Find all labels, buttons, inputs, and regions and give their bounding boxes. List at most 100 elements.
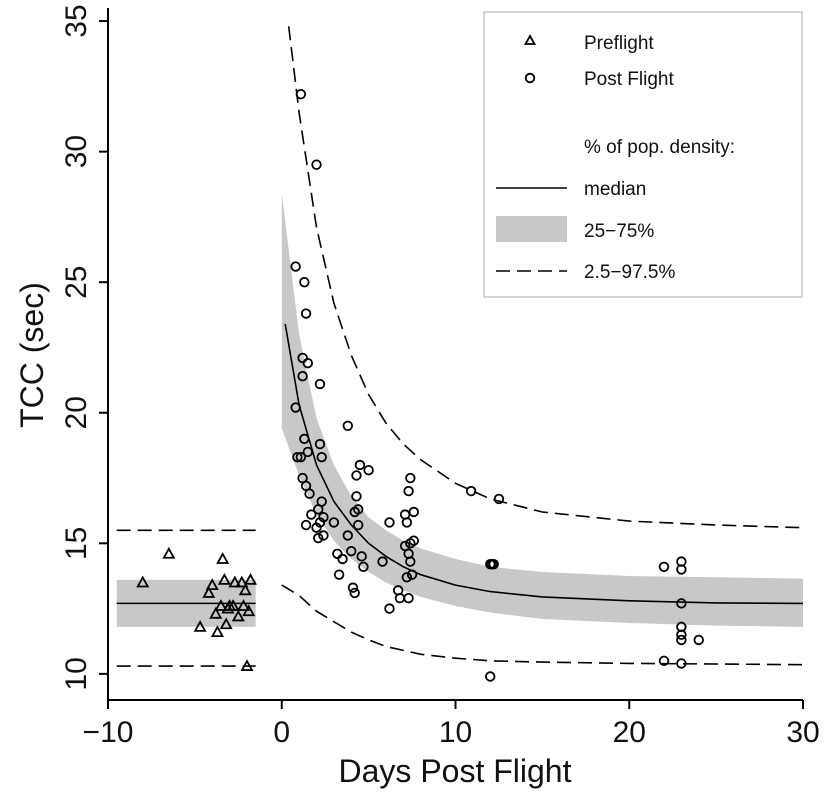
postflight-point	[337, 553, 348, 565]
preflight-point	[238, 583, 252, 596]
postflight-point	[676, 629, 687, 640]
y-tick-label: 20	[60, 396, 93, 429]
postflight-point	[676, 658, 687, 669]
postflight-point	[353, 504, 364, 515]
postflight-point	[408, 535, 420, 546]
preflight-point	[231, 609, 245, 622]
postflight-point	[403, 592, 414, 604]
x-tick-label: 30	[786, 716, 819, 749]
postflight-point	[405, 556, 416, 567]
legend-box	[483, 11, 803, 298]
postflight-point	[300, 519, 312, 531]
data-points	[136, 88, 704, 682]
postflight-point	[297, 352, 308, 364]
postflight-point	[328, 517, 340, 528]
postflight-point	[403, 485, 414, 497]
postflight-97-5-curve	[287, 26, 804, 529]
postflight-point	[299, 433, 310, 445]
postflight-point	[297, 370, 308, 382]
y-tick-label: 35	[60, 4, 93, 37]
postflight-point	[408, 506, 420, 518]
density-lines	[116, 26, 804, 667]
y-axis-title: TCC (sec)	[14, 282, 50, 428]
preflight-point	[242, 604, 256, 617]
postflight-point	[401, 517, 413, 528]
preflight-point	[193, 620, 207, 632]
axis-ticks: −10 0 10 20 30 10 15 20 25 30 35	[60, 4, 820, 749]
postflight-iqr-band	[281, 193, 803, 627]
postflight-point	[313, 532, 324, 544]
preflight-point	[236, 599, 251, 611]
x-tick-label: −10	[83, 716, 134, 749]
y-tick-label: 25	[60, 266, 93, 299]
postflight-point	[342, 420, 353, 432]
postflight-point	[332, 548, 343, 559]
postflight-point	[354, 459, 366, 471]
postflight-point	[676, 598, 687, 609]
postflight-point	[318, 512, 329, 523]
preflight-point	[228, 575, 242, 588]
legend-median-label: median	[584, 179, 646, 200]
x-tick-label: 0	[273, 716, 290, 749]
postflight-point	[302, 446, 314, 458]
preflight-point	[202, 586, 216, 598]
postflight-median-curve	[284, 323, 804, 605]
legend-iqr-swatch	[496, 216, 567, 242]
postflight-point	[676, 634, 687, 646]
postflight-point	[349, 587, 360, 599]
postflight-point	[658, 655, 670, 667]
postflight-point	[304, 488, 315, 499]
preflight-point	[136, 575, 150, 588]
preflight-point	[243, 573, 258, 585]
postflight-point	[384, 603, 395, 614]
y-tick-label: 30	[60, 135, 93, 168]
postflight-point	[311, 159, 322, 170]
postflight-point	[292, 451, 303, 463]
preflight-point	[210, 625, 224, 638]
preflight-point	[216, 552, 230, 564]
postflight-point	[290, 261, 301, 272]
preflight-point	[235, 575, 249, 588]
postflight-point	[347, 582, 359, 593]
preflight-point	[209, 606, 223, 619]
postflight-point	[306, 509, 317, 520]
legend-preflight-marker	[523, 34, 537, 45]
x-tick-label: 10	[439, 716, 472, 749]
postflight-point	[384, 517, 395, 528]
legend-iqr-label: 25−75%	[584, 221, 654, 242]
postflight-point	[316, 496, 327, 507]
preflight-point	[226, 599, 240, 611]
postflight-point	[488, 559, 499, 570]
postflight-point	[342, 530, 353, 541]
postflight-point	[316, 451, 327, 463]
x-axis-title: Days Post Flight	[339, 753, 572, 789]
postflight-point	[351, 491, 362, 502]
postflight-point	[351, 470, 362, 481]
postflight-point	[493, 493, 505, 505]
legend-density-heading: % of pop. density:	[584, 137, 735, 158]
postflight-point	[401, 572, 413, 583]
postflight-point	[314, 438, 326, 450]
postflight-point	[302, 357, 314, 369]
postflight-point	[318, 530, 329, 541]
legend-preflight-label: Preflight	[584, 33, 654, 54]
postflight-point	[299, 276, 310, 288]
y-tick-label: 10	[60, 657, 93, 690]
legend-postflight-marker	[524, 72, 536, 84]
postflight-point	[465, 485, 477, 497]
preflight-point	[219, 617, 233, 630]
preflight-point	[205, 578, 219, 591]
legend-outer-label: 2.5−97.5%	[584, 262, 675, 283]
postflight-point	[295, 451, 307, 463]
postflight-point	[485, 671, 496, 682]
postflight-point	[333, 569, 345, 580]
preflight-point	[217, 573, 231, 585]
postflight-2-5-curve	[281, 584, 804, 666]
legend: Preflight Post Flight % of pop. density:…	[483, 11, 803, 298]
postflight-point	[356, 551, 367, 562]
postflight-point	[358, 561, 369, 573]
y-tick-label: 15	[60, 527, 93, 560]
postflight-point	[300, 308, 312, 319]
postflight-point	[377, 556, 388, 567]
